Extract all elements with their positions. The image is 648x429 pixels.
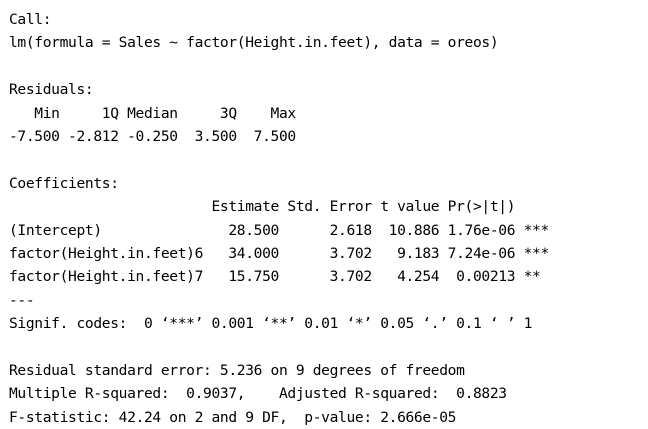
coefficients-column-header-row: Estimate Std. Error t value Pr(>|t|) (9, 198, 549, 216)
residuals-header: Residuals: (9, 81, 94, 99)
f-statistic-line: F-statistic: 42.24 on 2 and 9 DF, p-valu… (9, 408, 457, 426)
coefficients-row: factor(Height.in.feet)7 15.750 3.702 4.2… (9, 268, 549, 286)
residual-standard-error-line: Residual standard error: 5.236 on 9 degr… (9, 361, 465, 379)
coefficients-row: (Intercept) 28.500 2.618 10.886 1.76e-06… (9, 221, 549, 239)
blank-line (9, 148, 643, 171)
call-header: Call: (9, 11, 52, 28)
residuals-labels-row: Min 1Q Median 3Q Max (9, 104, 305, 122)
coefficients-row: factor(Height.in.feet)6 34.000 3.702 9.1… (9, 244, 549, 262)
separator-line: --- (9, 291, 35, 309)
call-formula: lm(formula = Sales ~ factor(Height.in.fe… (9, 34, 499, 52)
blank-line (9, 335, 643, 358)
signif-codes-line: Signif. codes: 0 ‘***’ 0.001 ‘**’ 0.01 ‘… (9, 315, 533, 333)
coefficients-header: Coefficients: (9, 174, 119, 192)
residuals-values-row: -7.500 -2.812 -0.250 3.500 7.500 (9, 127, 305, 145)
r-squared-line: Multiple R-squared: 0.9037, Adjusted R-s… (9, 385, 516, 403)
r-console-output: Call: lm(formula = Sales ~ factor(Height… (9, 8, 643, 429)
blank-line (9, 55, 643, 78)
